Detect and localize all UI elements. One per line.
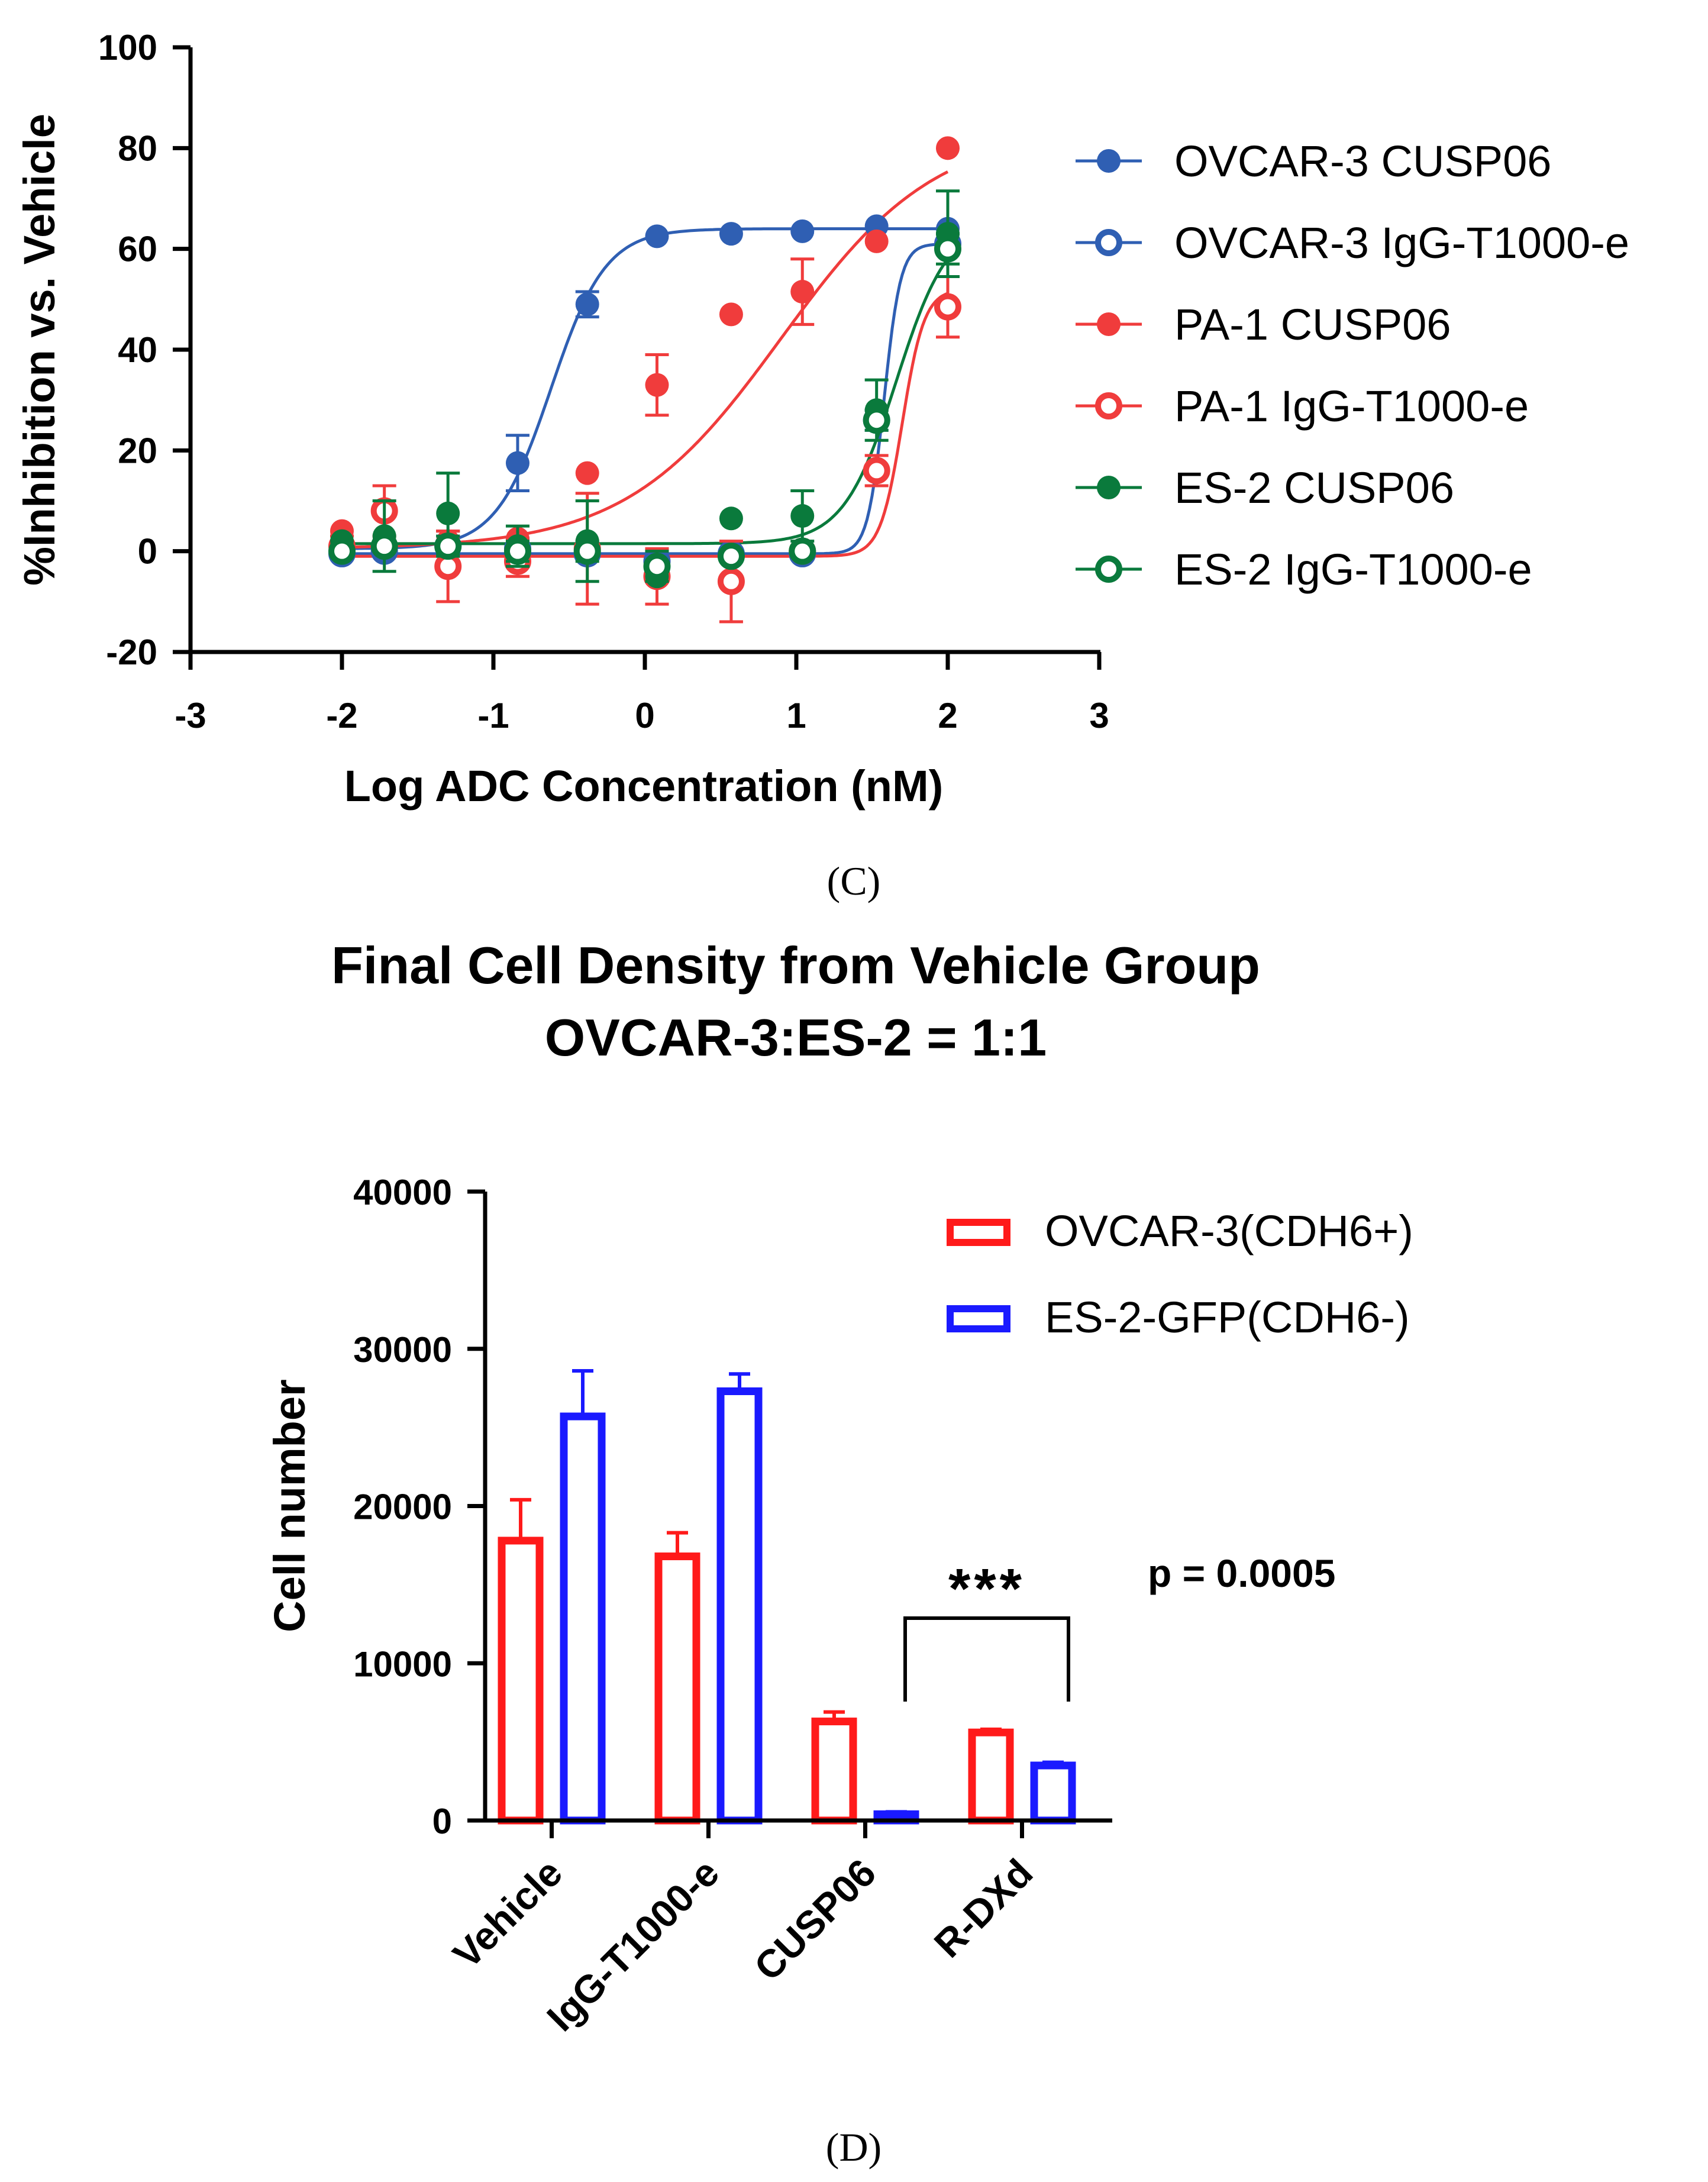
legend-marker-ovcar-3-igg-t1000-e (1095, 229, 1122, 256)
point-es-2-igg-t1000-e (328, 537, 356, 565)
bar-ovcar-3-cdh6-vehicle (498, 1537, 544, 1825)
point-es-2-igg-t1000-e (717, 543, 745, 570)
point-es-2-igg-t1000-e (370, 532, 398, 560)
legend-swatch-ovcar-3-cdh6 (947, 1219, 1010, 1246)
d-x-tick-label: CUSP06 (746, 1851, 884, 1989)
legend-label-es-2-gfp-cdh6: ES-2-GFP(CDH6-) (1045, 1293, 1410, 1342)
bar-es-2-gfp-cdh6-r-dxd (1030, 1761, 1076, 1825)
bar-es-2-gfp-cdh6-igg-t1000-e (716, 1387, 763, 1825)
legend-marker-es-2-igg-t1000-e (1095, 556, 1122, 583)
d-y-tick-label: 40000 (353, 1173, 452, 1212)
point-ovcar-3-cusp06 (790, 219, 815, 243)
legend-label-es-2-igg-t1000-e: ES-2 IgG-T1000-e (1174, 545, 1532, 594)
c-y-tick-label: 40 (118, 330, 157, 370)
d-title-line-1: Final Cell Density from Vehicle Group (331, 936, 1260, 995)
d-legend: OVCAR-3(CDH6+) ES-2-GFP(CDH6-) (947, 1206, 1413, 1342)
d-y-tick-label: 20000 (353, 1487, 452, 1527)
c-y-ticks: -20 0 20 40 60 80 100 (98, 28, 191, 672)
point-es-2-igg-t1000-e (863, 406, 890, 434)
fit-curves (341, 170, 950, 558)
c-y-tick-label: 0 (138, 532, 157, 572)
fit-curve-ovcar-3-cusp06 (342, 227, 948, 550)
legend-swatch-es-2-gfp-cdh6 (947, 1305, 1010, 1332)
point-ovcar-3-cusp06 (645, 224, 669, 248)
legend-marker-ovcar-3-cusp06 (1097, 149, 1121, 173)
legend-marker-pa-1-cusp06 (1097, 312, 1121, 336)
point-pa-1-igg-t1000-e (717, 567, 745, 595)
c-x-tick-label: -3 (175, 696, 206, 735)
point-pa-1-cusp06 (864, 229, 889, 253)
c-y-tick-label: -20 (106, 632, 157, 672)
significance-stars: *** (948, 1557, 1025, 1621)
point-pa-1-cusp06 (575, 461, 599, 485)
point-pa-1-cusp06 (645, 373, 669, 397)
point-es-2-cusp06 (436, 501, 460, 525)
c-legend: OVCAR-3 CUSP06 OVCAR-3 IgG-T1000-e PA-1 CU… (1076, 137, 1629, 594)
legend-marker-pa-1-igg-t1000-e (1095, 392, 1122, 419)
c-x-tick-label: -2 (326, 696, 357, 735)
c-x-tick-label: -1 (477, 696, 509, 735)
c-x-tick-label: 2 (938, 696, 957, 735)
fit-curve-pa-1-igg-t1000-e (342, 292, 948, 558)
d-y-tick-label: 30000 (353, 1330, 452, 1370)
point-ovcar-3-cusp06 (505, 451, 529, 475)
legend-label-pa-1-cusp06: PA-1 CUSP06 (1174, 300, 1451, 349)
point-es-2-cusp06 (790, 504, 815, 528)
c-y-tick-label: 20 (118, 431, 157, 470)
legend-label-es-2-cusp06: ES-2 CUSP06 (1174, 463, 1454, 512)
point-es-2-igg-t1000-e (573, 537, 601, 565)
c-y-axis-label: %Inhibition vs. Vehicle (15, 114, 64, 586)
legend-label-ovcar-3-cusp06: OVCAR-3 CUSP06 (1174, 137, 1551, 186)
point-ovcar-3-cusp06 (575, 292, 599, 317)
legend-label-ovcar-3-cdh6: OVCAR-3(CDH6+) (1045, 1206, 1413, 1255)
fit-curve-es-2-cusp06 (342, 258, 950, 546)
point-es-2-igg-t1000-e (434, 532, 462, 560)
point-es-2-cusp06 (719, 506, 743, 531)
bar-ovcar-3-cdh6-r-dxd (968, 1728, 1014, 1825)
c-y-tick-label: 80 (118, 128, 157, 168)
d-y-axis-label: Cell number (265, 1379, 314, 1632)
panel-label-d: (D) (826, 2125, 882, 2170)
d-x-tick-label: R-DXd (925, 1851, 1041, 1966)
legend-marker-es-2-cusp06 (1097, 476, 1121, 499)
point-pa-1-cusp06 (790, 280, 815, 304)
d-y-tick-label: 10000 (353, 1644, 452, 1684)
dose-response-chart: -20 0 20 40 60 80 100 -3 -2 -1 0 1 2 3 Log ADC Conce… (15, 28, 1629, 811)
d-title-line-2: OVCAR-3:ES-2 = 1:1 (545, 1008, 1047, 1067)
c-x-ticks: -3 -2 -1 0 1 2 3 (175, 652, 1109, 735)
point-es-2-igg-t1000-e (789, 537, 816, 565)
point-pa-1-igg-t1000-e (863, 457, 890, 485)
point-es-2-igg-t1000-e (934, 235, 961, 263)
c-x-tick-label: 1 (786, 696, 806, 735)
bar-ovcar-3-cdh6-cusp06 (811, 1718, 857, 1825)
d-y-ticks: 0 10000 20000 30000 40000 (353, 1173, 485, 1841)
bar-ovcar-3-cdh6-igg-t1000-e (654, 1552, 700, 1825)
point-es-2-igg-t1000-e (643, 553, 671, 580)
bar-es-2-gfp-cdh6-vehicle (560, 1412, 606, 1825)
c-y-tick-label: 60 (118, 230, 157, 269)
fit-curve-ovcar-3-igg-t1000-e (342, 242, 948, 556)
legend-label-pa-1-igg-t1000-e: PA-1 IgG-T1000-e (1174, 382, 1529, 431)
panel-label-c: (C) (827, 858, 881, 903)
data-points (328, 136, 961, 624)
c-x-tick-label: 0 (635, 696, 654, 735)
point-ovcar-3-cusp06 (719, 222, 743, 246)
legend-label-ovcar-3-igg-t1000-e: OVCAR-3 IgG-T1000-e (1174, 218, 1629, 267)
point-pa-1-cusp06 (719, 302, 743, 327)
significance-bracket (903, 1616, 1070, 1702)
point-pa-1-igg-t1000-e (934, 293, 961, 321)
c-y-tick-label: 100 (98, 28, 157, 67)
point-es-2-igg-t1000-e (503, 537, 531, 565)
c-x-tick-label: 3 (1089, 696, 1109, 735)
c-x-axis-label: Log ADC Concentration (nM) (344, 761, 944, 811)
d-x-tick-label: Vehicle (444, 1851, 570, 1977)
p-value-label: p = 0.0005 (1148, 1551, 1335, 1595)
point-pa-1-cusp06 (936, 136, 960, 160)
d-y-tick-label: 0 (432, 1802, 452, 1841)
